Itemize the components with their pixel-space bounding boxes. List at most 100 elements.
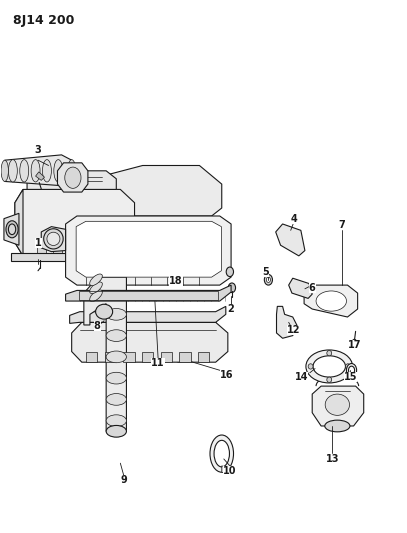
Polygon shape	[66, 216, 231, 285]
Ellipse shape	[210, 435, 234, 472]
Polygon shape	[66, 165, 222, 216]
Ellipse shape	[9, 224, 16, 235]
Ellipse shape	[264, 274, 272, 285]
Polygon shape	[83, 243, 92, 256]
Text: 11: 11	[151, 358, 165, 368]
Ellipse shape	[65, 167, 81, 188]
Text: 14: 14	[295, 372, 309, 382]
Polygon shape	[84, 277, 127, 431]
Text: 4: 4	[290, 214, 297, 224]
Ellipse shape	[346, 364, 357, 377]
Text: 17: 17	[348, 340, 361, 350]
Polygon shape	[41, 227, 66, 252]
Ellipse shape	[90, 290, 102, 302]
Ellipse shape	[96, 315, 113, 330]
Ellipse shape	[6, 221, 18, 238]
Ellipse shape	[90, 282, 102, 294]
Ellipse shape	[106, 351, 127, 363]
Ellipse shape	[92, 312, 116, 333]
Polygon shape	[142, 352, 153, 362]
Ellipse shape	[327, 377, 332, 382]
Polygon shape	[66, 285, 231, 301]
Ellipse shape	[313, 356, 346, 377]
Text: 10: 10	[223, 466, 236, 476]
Text: 16: 16	[220, 370, 234, 381]
Ellipse shape	[306, 350, 352, 383]
Ellipse shape	[106, 415, 127, 426]
Polygon shape	[37, 243, 46, 256]
Ellipse shape	[9, 160, 18, 182]
Text: 3: 3	[35, 144, 42, 155]
Polygon shape	[15, 189, 135, 256]
Polygon shape	[11, 253, 139, 261]
Polygon shape	[105, 352, 116, 362]
Text: 9: 9	[120, 475, 127, 485]
Text: 6: 6	[309, 283, 315, 293]
Polygon shape	[5, 155, 72, 185]
Ellipse shape	[325, 420, 350, 432]
Ellipse shape	[106, 309, 127, 320]
Ellipse shape	[325, 394, 350, 415]
Text: 15: 15	[344, 372, 357, 382]
Polygon shape	[86, 352, 97, 362]
Polygon shape	[57, 163, 88, 192]
Text: 18: 18	[169, 277, 183, 286]
Polygon shape	[99, 243, 108, 256]
Ellipse shape	[316, 291, 346, 311]
Polygon shape	[4, 213, 19, 245]
Ellipse shape	[1, 160, 9, 181]
Polygon shape	[123, 352, 135, 362]
Ellipse shape	[348, 366, 354, 374]
Ellipse shape	[346, 364, 350, 369]
Ellipse shape	[68, 160, 76, 182]
Ellipse shape	[135, 235, 143, 251]
Polygon shape	[120, 235, 139, 251]
Ellipse shape	[228, 283, 236, 293]
Polygon shape	[109, 329, 116, 337]
Polygon shape	[179, 352, 190, 362]
Polygon shape	[76, 221, 221, 277]
Polygon shape	[222, 466, 229, 474]
Text: 5: 5	[262, 267, 269, 277]
Polygon shape	[70, 306, 226, 324]
Polygon shape	[27, 171, 116, 189]
Text: 13: 13	[326, 454, 339, 464]
Polygon shape	[312, 386, 364, 426]
Ellipse shape	[66, 166, 77, 175]
Polygon shape	[53, 243, 61, 256]
Ellipse shape	[47, 232, 60, 246]
Polygon shape	[304, 285, 358, 317]
Ellipse shape	[96, 304, 113, 319]
Polygon shape	[160, 352, 172, 362]
Ellipse shape	[327, 351, 332, 356]
Ellipse shape	[106, 425, 127, 437]
Text: 7: 7	[339, 220, 346, 230]
Text: 12: 12	[287, 325, 300, 335]
Polygon shape	[198, 352, 209, 362]
Ellipse shape	[352, 340, 357, 345]
Ellipse shape	[106, 393, 127, 405]
Text: 8J14 200: 8J14 200	[13, 14, 74, 27]
Polygon shape	[72, 322, 228, 362]
Ellipse shape	[226, 267, 234, 277]
Ellipse shape	[308, 364, 313, 369]
Ellipse shape	[90, 274, 102, 286]
Ellipse shape	[20, 160, 28, 182]
Ellipse shape	[106, 330, 127, 342]
Text: 2: 2	[228, 304, 234, 314]
Ellipse shape	[214, 440, 230, 467]
Polygon shape	[114, 243, 123, 256]
Polygon shape	[68, 243, 77, 256]
Polygon shape	[15, 189, 23, 256]
Ellipse shape	[266, 277, 270, 282]
Ellipse shape	[106, 372, 127, 384]
Ellipse shape	[42, 160, 51, 182]
Ellipse shape	[31, 160, 40, 182]
Text: 8: 8	[94, 321, 101, 331]
Text: 1: 1	[35, 238, 42, 247]
Ellipse shape	[54, 160, 63, 182]
Polygon shape	[276, 224, 305, 256]
Polygon shape	[35, 172, 44, 180]
Ellipse shape	[44, 229, 63, 249]
Ellipse shape	[174, 352, 184, 362]
